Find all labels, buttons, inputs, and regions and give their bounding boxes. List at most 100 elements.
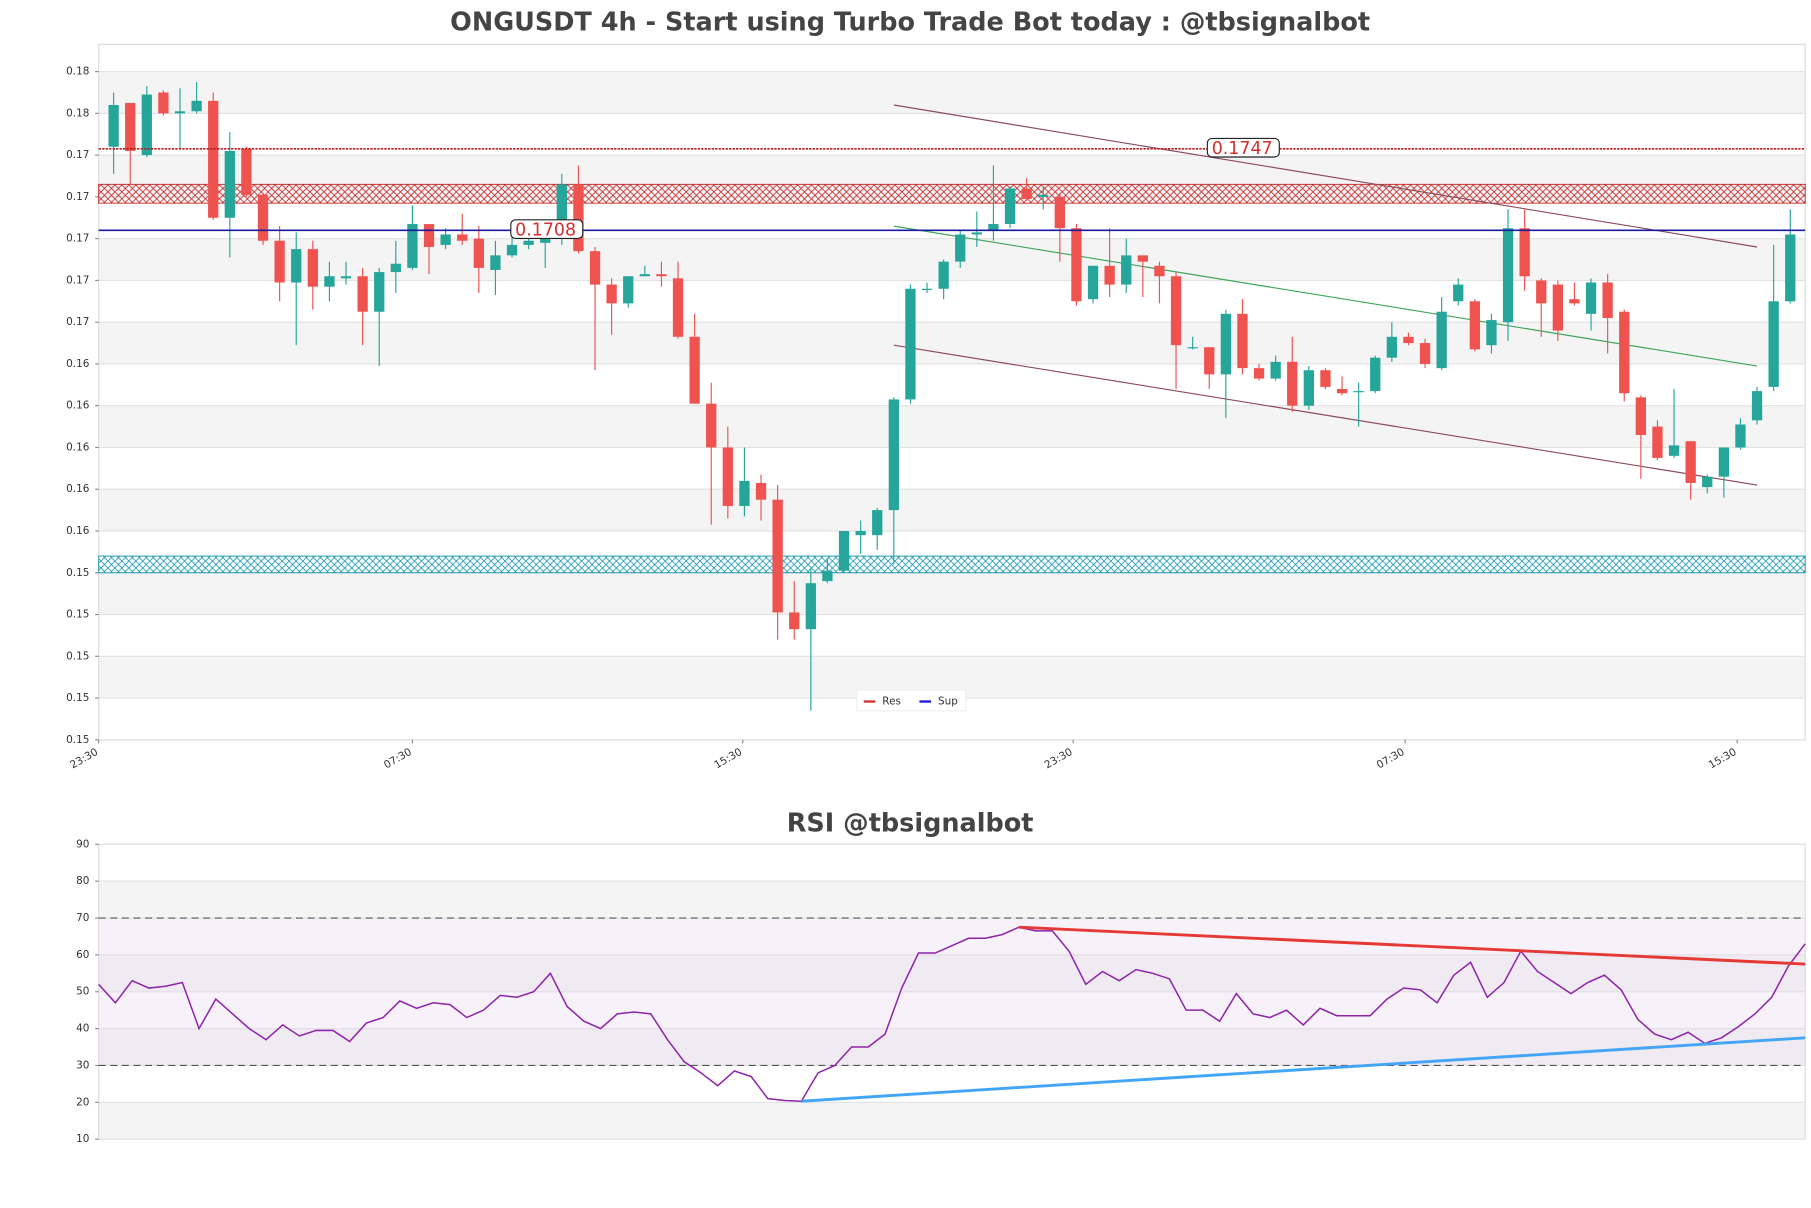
zone bbox=[98, 183, 1806, 204]
legend-label: Res bbox=[882, 696, 901, 708]
candle-body bbox=[656, 274, 667, 277]
x-tick-label: 07:30 bbox=[1375, 746, 1407, 771]
candle-body bbox=[390, 263, 401, 273]
y-tick-label: 0.15 bbox=[66, 609, 89, 621]
band bbox=[98, 71, 1806, 114]
candle-body bbox=[639, 274, 650, 277]
candle-body bbox=[556, 184, 567, 239]
candle-body bbox=[457, 234, 468, 241]
candle-body bbox=[1602, 282, 1613, 319]
trend-line bbox=[893, 104, 1758, 248]
candle-body bbox=[125, 102, 136, 151]
candle-body bbox=[789, 612, 800, 630]
candle-body bbox=[772, 499, 783, 613]
candle-body bbox=[257, 194, 269, 241]
chart-title: ONGUSDT 4h - Start using Turbo Trade Bot… bbox=[450, 8, 1370, 38]
candle-body bbox=[274, 240, 285, 283]
candle-body bbox=[1419, 343, 1431, 364]
candle-body bbox=[822, 570, 833, 582]
candle-body bbox=[423, 224, 435, 248]
candle-body bbox=[988, 224, 999, 231]
candle-body bbox=[1170, 276, 1182, 346]
y-tick-label: 0.18 bbox=[66, 107, 89, 119]
candle-body bbox=[1021, 188, 1032, 199]
candle-body bbox=[938, 261, 949, 289]
y-tick-label: 70 bbox=[76, 912, 89, 924]
candle-body bbox=[1004, 188, 1016, 225]
level-label: 0.1708 bbox=[515, 220, 576, 240]
y-tick-label: 0.16 bbox=[66, 525, 89, 537]
y-tick-label: 0.15 bbox=[66, 692, 89, 704]
x-tick-label: 23:30 bbox=[1043, 746, 1075, 771]
candle-body bbox=[307, 249, 318, 287]
y-tick-label: 50 bbox=[76, 986, 89, 998]
candle-body bbox=[540, 238, 551, 243]
candle-body bbox=[905, 288, 916, 400]
candle-body bbox=[1303, 370, 1314, 406]
y-tick-label: 0.16 bbox=[66, 441, 89, 453]
candle-body bbox=[1386, 336, 1397, 358]
candle-body bbox=[1569, 299, 1580, 304]
trend-line bbox=[893, 225, 1758, 367]
candle-body bbox=[1668, 445, 1680, 456]
zone bbox=[98, 555, 1806, 574]
candle-body bbox=[1785, 234, 1796, 302]
candle-body bbox=[440, 234, 451, 245]
band bbox=[98, 881, 1806, 919]
candle-body bbox=[1287, 361, 1298, 406]
y-tick-label: 0.18 bbox=[66, 66, 89, 78]
candle-body bbox=[506, 244, 518, 256]
trend-line bbox=[1018, 925, 1806, 966]
candle-body bbox=[158, 92, 169, 114]
candle-body bbox=[340, 276, 352, 279]
y-tick-label: 0.15 bbox=[66, 734, 89, 746]
candle-body bbox=[1054, 196, 1065, 229]
trend-line bbox=[801, 1036, 1806, 1103]
candle-body bbox=[1536, 280, 1547, 304]
candle-body bbox=[241, 148, 252, 195]
y-tick-label: 0.17 bbox=[66, 233, 89, 245]
candle-body bbox=[1087, 265, 1099, 300]
candle-body bbox=[623, 276, 634, 304]
candle-body bbox=[1718, 447, 1729, 477]
candle-body bbox=[1204, 347, 1215, 375]
band bbox=[98, 1102, 1806, 1140]
candle-body bbox=[473, 238, 484, 268]
candle-body bbox=[1187, 347, 1198, 349]
candle-body bbox=[1735, 424, 1746, 448]
x-tick-label: 15:30 bbox=[712, 746, 744, 771]
candle-body bbox=[1619, 311, 1630, 394]
candle-body bbox=[1038, 194, 1049, 197]
candle-body bbox=[1768, 301, 1779, 387]
level-label: 0.1747 bbox=[1212, 139, 1273, 159]
x-tick-label: 15:30 bbox=[1707, 746, 1739, 771]
candle-body bbox=[855, 531, 866, 536]
level-label-box bbox=[510, 219, 584, 240]
band bbox=[98, 572, 1806, 615]
candle-body bbox=[1071, 228, 1082, 302]
candle-body bbox=[1436, 311, 1447, 369]
candle-body bbox=[805, 583, 816, 630]
candle-body bbox=[141, 94, 152, 156]
y-tick-label: 0.16 bbox=[66, 400, 89, 412]
y-tick-label: 0.17 bbox=[66, 149, 89, 161]
y-tick-label: 60 bbox=[76, 949, 89, 961]
candle-body bbox=[1237, 313, 1248, 369]
candle-body bbox=[573, 184, 584, 252]
legend-label: Sup bbox=[938, 696, 958, 708]
candle-body bbox=[324, 276, 335, 287]
candle-body bbox=[1121, 255, 1132, 285]
candle-body bbox=[1469, 301, 1480, 350]
y-tick-label: 80 bbox=[76, 875, 89, 887]
candle-body bbox=[689, 336, 700, 404]
candle-body bbox=[523, 240, 534, 245]
candle-body bbox=[888, 399, 899, 511]
band bbox=[98, 489, 1806, 532]
candle-body bbox=[755, 482, 767, 500]
candle-body bbox=[1320, 370, 1331, 387]
y-tick-label: 20 bbox=[76, 1096, 89, 1108]
rsi-band bbox=[98, 918, 1806, 1066]
y-tick-label: 0.17 bbox=[66, 191, 89, 203]
